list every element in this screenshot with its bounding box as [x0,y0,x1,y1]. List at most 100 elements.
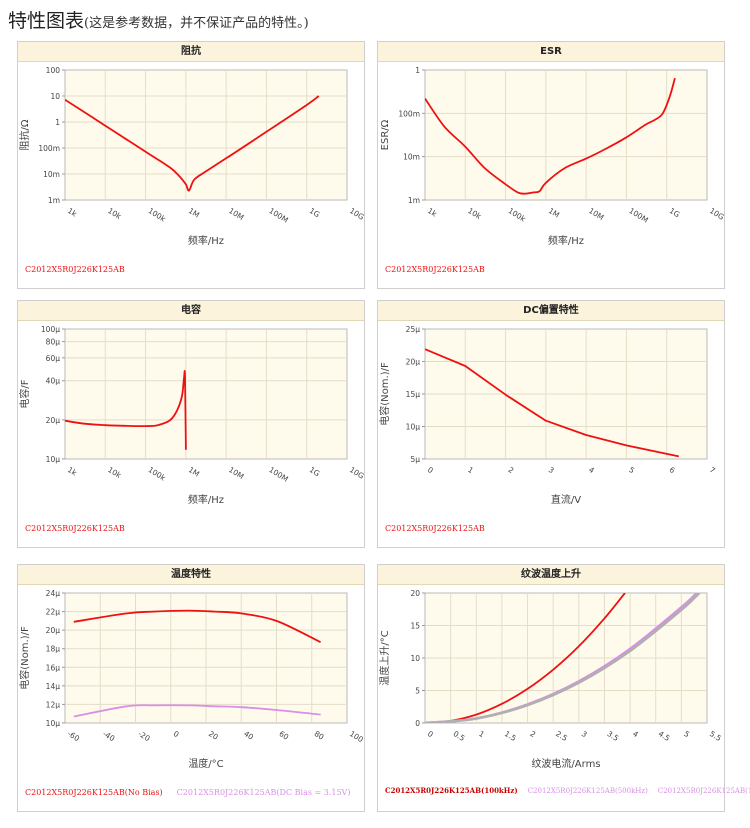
y-tick-label: 100μ [41,325,60,334]
page-title-main: 特性图表 [8,10,85,32]
x-tick-label: 60 [277,729,290,742]
x-tick-label: 100M [267,465,289,484]
y-tick-label: 16μ [46,663,61,672]
x-tick-label: 10M [227,465,245,481]
legend-entry: C2012X5R0J226K125AB [385,265,485,274]
ripple-chart-panel: 纹波温度上升 0 0.5 1 1.5 2 2.5 3 3.5 4 4.5 5 5.5 20 15 10 5 0 纹… [377,564,750,812]
plot-area [424,69,708,201]
dcbias-chart-title: DC偏置特性 [378,301,724,321]
x-tick-label: 3.5 [605,729,620,743]
y-tick-label: 0 [415,719,420,728]
x-tick-label: 1G [668,206,682,219]
y-tick-label: 80μ [46,338,61,347]
esr-chart-panel: ESR 1k 10k 100k 1M 10M 100M 1G 10G 1 100m 10m 1m 频率/… [377,41,725,289]
x-tick-label: 20 [207,729,220,742]
x-tick-label: 0 [426,465,435,475]
y-tick-label: 10μ [46,455,61,464]
series-line [65,95,320,192]
x-tick-label: 10M [227,206,245,222]
y-tick-label: 100 [46,66,61,75]
y-tick-label: 10m [43,170,60,179]
esr-chart-title: ESR [378,42,724,62]
dcbias-legend: C2012X5R0J226K125AB [385,523,485,534]
x-axis-label: 温度/°C [188,757,223,770]
capacitance-chart-title: 电容 [18,301,364,321]
y-axis-label: 阻抗/Ω [18,119,31,150]
capacitance-legend: C2012X5R0J226K125AB [25,523,125,534]
esr-legend: C2012X5R0J226K125AB [385,264,485,275]
x-tick-label: 10M [587,206,605,222]
x-tick-label: 10k [466,206,483,221]
x-tick-label: 80 [313,729,326,742]
y-axis-label: 温度上升/°C [378,630,391,685]
y-tick-label: 15 [410,622,420,631]
x-tick-label: 2 [507,465,516,475]
x-tick-label: 7 [708,465,717,475]
page-subtitle: (这是参考数据，并不保证产品的特性。) [84,16,309,31]
series-line [65,370,187,450]
x-tick-label: -20 [136,729,151,743]
x-tick-label: 100M [267,206,289,225]
capacitance-chart: 1k 10k 100k 1M 10M 100M 1G 10G 100μ 80μ 60μ 40μ 20μ 1… [18,325,364,506]
y-tick-label: 20 [410,589,420,598]
y-tick-label: 40μ [46,377,61,386]
y-axis-label: ESR/Ω [380,119,391,150]
x-tick-label: 100k [507,206,528,224]
x-axis-label: 频率/Hz [188,493,224,506]
y-tick-label: 20μ [406,358,421,367]
x-tick-label: 10k [106,465,123,480]
x-tick-label: 1M [187,465,201,479]
y-tick-label: 10μ [46,719,61,728]
y-tick-label: 5 [415,687,420,696]
x-tick-label: 100k [147,206,168,224]
series-line [73,609,321,644]
x-tick-label: 3 [580,729,589,739]
y-axis-label: 电容(Nom.)/F [18,626,31,690]
x-tick-label: 100k [147,465,168,483]
y-tick-label: 14μ [46,682,61,691]
x-tick-label: 1k [66,206,79,219]
x-tick-label: 4 [587,465,596,475]
legend-entry: C2012X5R0J226K125AB(100kHz) [385,786,518,795]
dcbias-chart: 0 1 2 3 4 5 6 7 25μ 20μ 15μ 10μ 5μ 直流/V 电容(Nom.)/F [378,325,717,506]
x-tick-label: 1M [547,206,561,220]
x-axis-label: 频率/Hz [548,234,584,247]
x-tick-label: 3 [547,465,556,475]
legend-entry: C2012X5R0J226K125AB(1MHz) [657,787,750,795]
x-tick-label: 40 [242,729,255,742]
x-tick-label: 1 [477,729,486,739]
y-tick-label: 10 [410,654,420,663]
y-axis-label: 电容/F [18,379,31,408]
temperature-chart-title: 温度特性 [18,565,364,585]
y-axis-label: 电容(Nom.)/F [378,362,391,426]
y-tick-label: 10 [50,92,60,101]
x-tick-label: 1k [426,206,439,219]
x-tick-label: 0.5 [452,729,467,743]
x-tick-label: 0 [172,729,181,739]
x-axis-label: 纹波电流/Arms [531,757,600,770]
y-tick-label: 100m [398,109,420,118]
y-tick-label: 1m [408,196,420,205]
impedance-chart: 1k 10k 100k 1M 10M 100M 1G 10G 100 10 1 100m 10m 1m 频率… [18,66,364,247]
legend-entry: C2012X5R0J226K125AB(DC Bias = 3.15V) [176,788,351,797]
x-tick-label: 0 [426,729,435,739]
y-tick-label: 15μ [406,390,421,399]
impedance-legend: C2012X5R0J226K125AB [25,264,125,275]
y-tick-label: 20μ [46,626,61,635]
x-tick-label: 1G [308,465,322,478]
x-tick-label: -60 [66,729,81,743]
x-tick-label: -40 [101,729,116,743]
series-line [425,593,701,723]
temperature-legend: C2012X5R0J226K125AB(No Bias) C2012X5R0J22… [25,787,366,798]
y-tick-label: 1 [415,66,420,75]
x-tick-label: 10G [708,206,724,222]
legend-entry: C2012X5R0J226K125AB(No Bias) [25,788,163,797]
x-tick-label: 2.5 [554,729,569,743]
ripple-legend: C2012X5R0J226K125AB(100kHz) C2012X5R0J226… [385,785,750,797]
impedance-chart-title: 阻抗 [18,42,364,62]
y-tick-label: 10μ [406,423,421,432]
x-axis-label: 直流/V [551,493,581,506]
plot-area [64,69,348,201]
y-tick-label: 10m [403,153,420,162]
series-line [425,77,676,195]
